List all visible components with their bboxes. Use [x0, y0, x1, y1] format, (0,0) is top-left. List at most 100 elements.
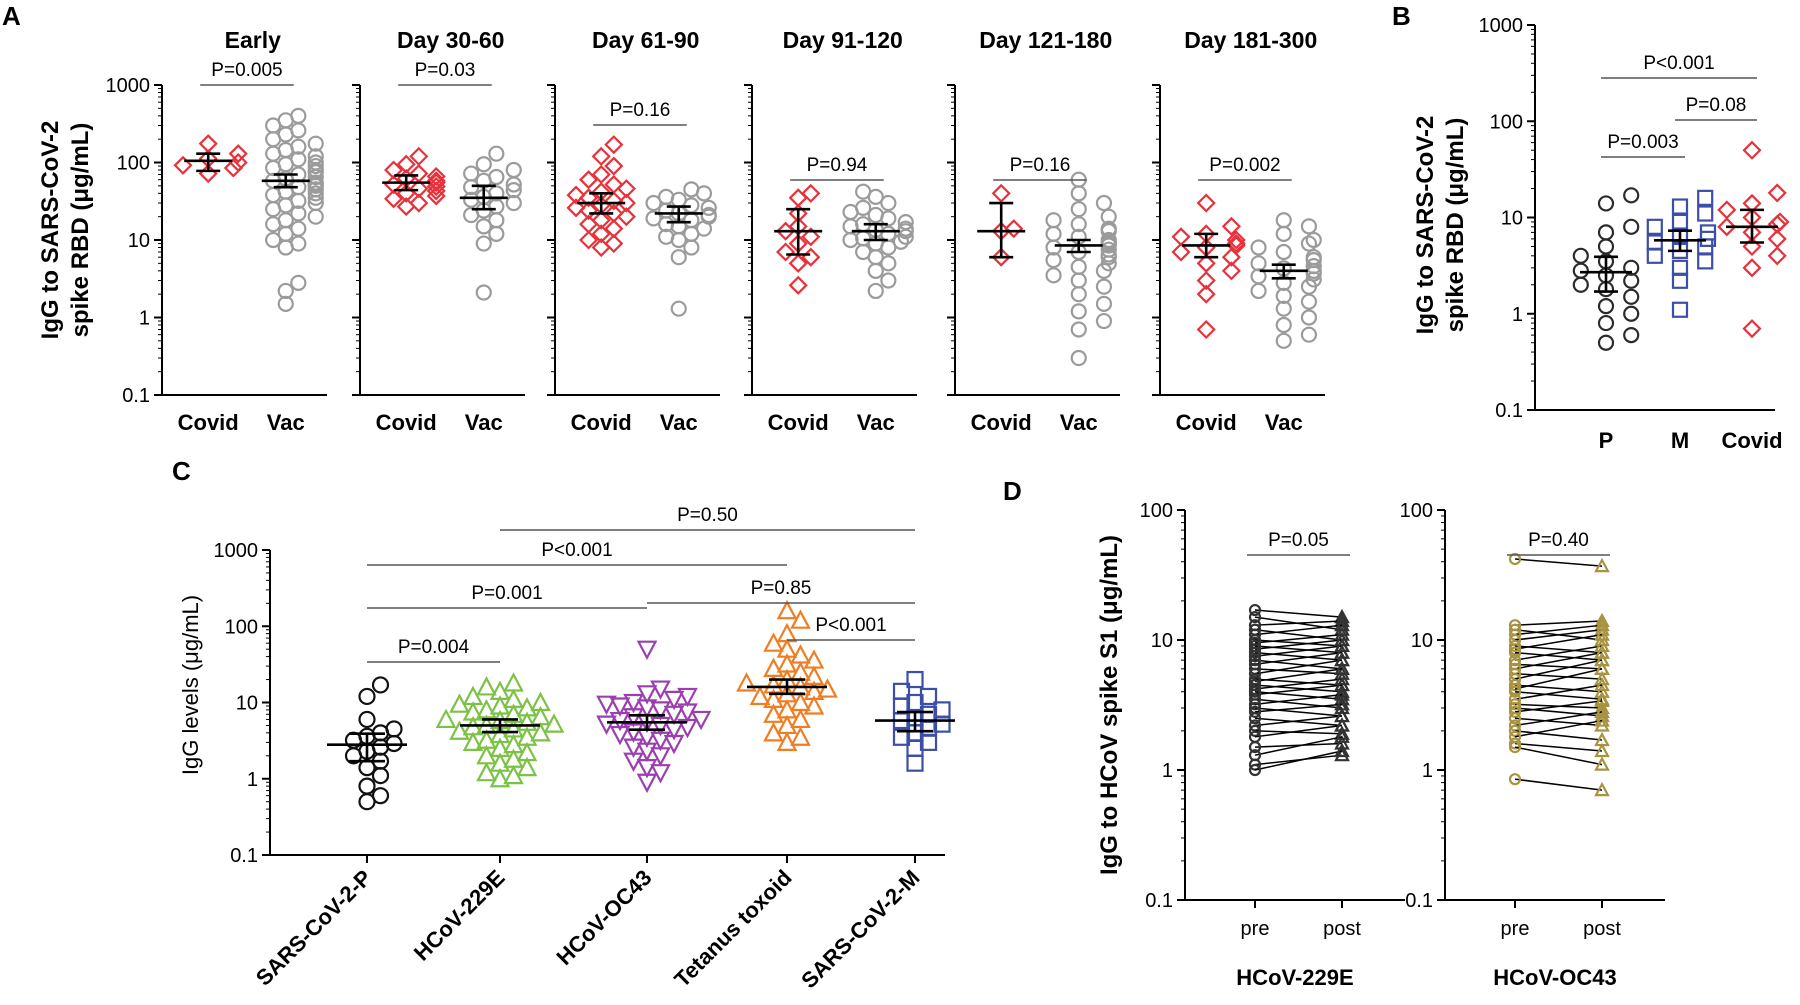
panel-a-subplot-4-series-1-point-2 — [1095, 312, 1113, 330]
panel-c-series-3-point-26 — [776, 622, 798, 643]
panel-d-subplot-1-pre-point-15 — [1508, 685, 1522, 698]
panel-c-category-label-1: HCoV-229E — [409, 865, 510, 966]
panel-c-series-3-point-24 — [776, 638, 798, 658]
panel-c-series-4-point-0 — [906, 754, 924, 772]
panel-d-subplot-1-category-label-0: pre — [1501, 918, 1530, 940]
panel-d-subplot-1-post-point-25 — [1594, 756, 1610, 771]
panel-d-subplot-0-title: HCoV-229E — [1236, 965, 1353, 990]
panel-a-subplot-5-series-1-point-19 — [1275, 243, 1292, 261]
panel-d-subplot-0-pair-line-20 — [1254, 684, 1343, 696]
panel-a-subplot-5-series-1-point-16 — [1250, 255, 1267, 272]
panel-c-series-2-point-22 — [650, 701, 671, 721]
panel-d-subplot-0-post-point-2 — [1334, 612, 1350, 628]
panel-c-category-label-2: HCoV-OC43 — [552, 865, 657, 970]
panel-a-subplot-2-series-1-point-12 — [700, 206, 717, 224]
panel-b-series-0-point-16 — [1623, 218, 1640, 235]
panel-a-subplot-0-category-label-0: Covid — [178, 410, 239, 435]
panel-b-series-2-point-4 — [1767, 229, 1787, 249]
panel-a-subplot-2-title: Day 61-90 — [592, 27, 699, 53]
panel-b-series-2-point-10 — [1717, 200, 1737, 220]
panel-d-subplot-1-pair-line-23 — [1514, 719, 1603, 738]
panel-a-subplot-2-series-0-point-13 — [604, 191, 624, 211]
panel-d-subplot-0-pre-point-24 — [1248, 705, 1262, 718]
panel-a-subplot-3-series-1-point-3 — [880, 255, 897, 272]
panel-d-subplot-1-pair-line-3 — [1514, 624, 1603, 636]
panel-c-series-4-point-12 — [906, 693, 924, 712]
panel-c-series-3-point-12 — [803, 680, 825, 700]
panel-a-subplot-1-pvalue-label: P=0.03 — [415, 60, 476, 81]
panel-c-comparison-2-pvalue-label: P=0.001 — [471, 583, 542, 604]
panel-a-subplot-5-title: Day 181-300 — [1184, 27, 1317, 53]
panel-a-subplot-5-series-1-point-0 — [1275, 332, 1292, 349]
panel-a-subplot-5-series-1-point-18 — [1305, 249, 1322, 266]
panel-b-series-1-point-11 — [1646, 218, 1663, 235]
panel-c-series-1-point-5 — [503, 748, 524, 768]
panel-c-comparison-3-pvalue-label: P=0.85 — [751, 578, 812, 599]
panel-d-subplot-1-pair-line-26 — [1514, 778, 1603, 791]
panel-a-subplot-4-category-label-1: Vac — [1060, 410, 1098, 435]
panel-c-series-0-point-14 — [358, 710, 376, 729]
panel-d-subplot-0-y-tick-label-1: 10 — [1151, 630, 1173, 652]
panel-c-series-2-point-25 — [596, 695, 617, 716]
panel-c-series-0-point-16 — [371, 676, 390, 694]
panel-a-subplot-2-series-0-point-15 — [566, 185, 586, 205]
panel-a-subplot-3-series-1-point-25 — [855, 183, 872, 200]
panel-d-subplot-0-pair-line-8 — [1254, 639, 1343, 650]
panel-a-subplot-0-series-0-point-2 — [173, 155, 193, 175]
panel-d-subplot-1-pair-line-19 — [1514, 700, 1603, 713]
panel-a-subplot-5-series-0-point-14 — [1196, 193, 1216, 213]
panel-a-subplot-5-series-1-point-4 — [1275, 300, 1292, 317]
panel-a-subplot-0-y-tick-label-0: 1000 — [106, 75, 151, 97]
panel-c-series-2-point-30 — [650, 680, 671, 700]
panel-a-subplot-1-series-0-point-12 — [426, 166, 446, 187]
panel-a-subplot-4-series-1-point-0 — [1070, 349, 1087, 367]
panel-d-subplot-1-pair-line-16 — [1514, 684, 1603, 701]
panel-d-subplot-0-post-point-21 — [1334, 699, 1350, 715]
panel-c-series-3-point-4 — [790, 708, 811, 729]
panel-b: 1000 100 10 1 0.1 P M Covid P<0.001 P=0.08 P=0.003 — [1479, 15, 1790, 453]
panel-a-subplot-4-series-1-point-25 — [1100, 220, 1117, 237]
panel-b-series-0-point-1 — [1623, 327, 1640, 344]
panel-b-series-0-point-13 — [1572, 247, 1589, 264]
panel-a-subplot-2-category-label-1: Vac — [660, 410, 698, 435]
panel-c-series-4-point-15 — [906, 670, 924, 689]
panel-c-series-4-point-14 — [892, 682, 911, 700]
panel-a-subplot-0-series-0-point-6 — [198, 134, 218, 154]
panel-a-subplot-2-series-1-point-4 — [658, 228, 675, 245]
panel-a-subplot-2-series-0-point-2 — [579, 230, 599, 250]
panel-a-subplot-0-series-1-point-24 — [307, 174, 324, 191]
panel-b-series-1-point-12 — [1671, 213, 1689, 231]
panel-d-subplot-1-pair-line-20 — [1514, 717, 1603, 727]
panel-d-subplot-1-pre-point-22 — [1508, 724, 1522, 737]
panel-label-d: D — [1003, 476, 1022, 506]
panel-a-subplot-4-series-1-point-7 — [1070, 272, 1087, 289]
panel-d-subplot-0-pair-line-27 — [1254, 730, 1343, 735]
panel-d-subplot-0-pair-line-3 — [1254, 628, 1343, 641]
panel-c-series-1-point-15 — [449, 720, 470, 740]
panel-a-subplot-1-series-1-point-18 — [505, 161, 522, 179]
panel-a-subplot-4-series-1-point-6 — [1095, 278, 1113, 295]
panel-c-series-1-point-11 — [476, 729, 497, 749]
panel-d-subplot-1-pair-line-4 — [1514, 628, 1603, 641]
panel-b-series-2-point-0 — [1742, 319, 1762, 339]
panel-a-subplot-5-series-0-point-5 — [1221, 247, 1241, 267]
panel-c-series-3-point-0 — [776, 731, 798, 751]
panel-d-subplot-0-pre-point-9 — [1248, 646, 1262, 659]
panel-a-subplot-1-series-0-point-14 — [384, 160, 404, 180]
panel-a-subplot-0-series-0-point-5 — [228, 144, 248, 164]
panel-a-subplot-0-series-1-point-1 — [277, 282, 294, 300]
panel-d-subplot-0-pair-line-12 — [1254, 651, 1343, 666]
panel-a-subplot-2-series-0-point-23 — [604, 135, 624, 155]
panel-d-subplot-0-pair-line-17 — [1254, 684, 1343, 693]
panel-d-subplot-0-pair-line-18 — [1254, 678, 1343, 690]
panel-a-subplot-0-series-1-point-7 — [290, 220, 307, 237]
panel-d-subplot-0-pre-point-32 — [1248, 763, 1262, 777]
panel-a-subplot-4-series-0-point-0 — [991, 247, 1011, 267]
panel-a-subplot-5-series-0-point-10 — [1226, 230, 1246, 250]
panel-d-subplot-1-post-point-8 — [1594, 637, 1610, 653]
panel-d-subplot-0-post-point-12 — [1334, 644, 1350, 659]
panel-a-subplot-0-series-0-point-3 — [228, 152, 248, 173]
panel-d-subplot-1-pair-line-10 — [1514, 651, 1603, 670]
panel-c-y-tick-label-3: 1 — [247, 769, 258, 791]
panel-a-subplot-0-series-1-point-36 — [307, 148, 324, 165]
